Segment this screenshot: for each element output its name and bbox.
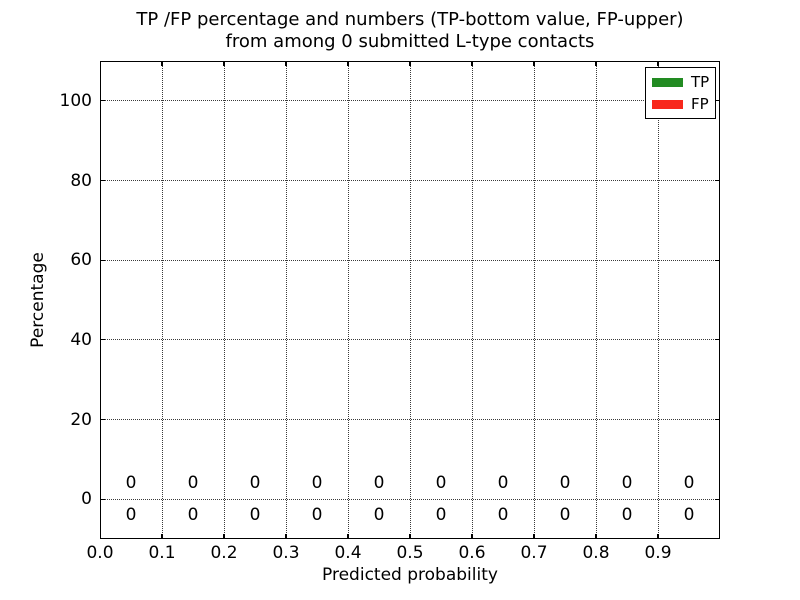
y-gridline: [100, 180, 720, 181]
y-tick-left: [100, 179, 105, 182]
tp-count-label: 0: [187, 505, 199, 526]
x-tick-bottom: [285, 534, 287, 539]
y-tick-left: [100, 100, 105, 102]
tp-legend-swatch-icon: [652, 78, 683, 87]
tp-count-label: 0: [311, 505, 323, 526]
plot-area: 0 0 0 0 0 0 0 0 0 0 0 0 0 0 0 0 0 0 0 0 TP FP: [100, 61, 720, 539]
x-tick-top: [409, 61, 411, 66]
x-tick-label: 0.2: [210, 543, 238, 563]
y-tick-label: 20: [70, 409, 92, 430]
x-tick-top: [161, 61, 163, 66]
x-tick-bottom: [223, 534, 225, 539]
fp-count-label: 0: [435, 473, 447, 494]
x-tick-label: 0.8: [582, 543, 610, 563]
y-tick-right: [715, 259, 720, 261]
fp-legend-swatch-icon: [652, 100, 683, 109]
chart-title: TP /FP percentage and numbers (TP-bottom…: [100, 9, 720, 53]
fp-count-label: 0: [497, 473, 509, 494]
fp-count-label: 0: [373, 473, 385, 494]
x-tick-top: [471, 61, 473, 66]
x-tick-label: 0.0: [86, 543, 114, 563]
x-tick-label: 0.3: [272, 543, 300, 563]
y-gridline: [100, 498, 720, 500]
fp-count-label: 0: [249, 473, 261, 494]
x-tick-label: 0.5: [396, 543, 424, 563]
y-tick-left: [100, 259, 105, 261]
x-gridline: [471, 61, 473, 539]
y-tick-label: 100: [59, 90, 92, 111]
x-tick-top: [657, 61, 659, 66]
y-tick-right: [715, 498, 720, 500]
tp-count-label: 0: [435, 505, 447, 526]
x-tick-top: [533, 61, 535, 66]
x-gridline: [657, 61, 659, 539]
y-gridline: [100, 419, 720, 420]
chart-title-line-1: TP /FP percentage and numbers (TP-bottom…: [136, 9, 684, 30]
x-tick-label: 0.1: [148, 543, 176, 563]
legend: TP FP: [645, 67, 716, 119]
x-tick-bottom: [161, 534, 163, 539]
tp-count-label: 0: [249, 505, 261, 526]
x-gridline: [595, 61, 597, 539]
x-tick-label: 0.4: [334, 543, 362, 563]
y-gridline: [100, 100, 720, 102]
x-tick-top: [223, 61, 225, 66]
tp-count-label: 0: [559, 505, 571, 526]
y-tick-label: 60: [70, 250, 92, 271]
fp-count-label: 0: [125, 473, 137, 494]
y-tick-label: 0: [81, 489, 92, 510]
legend-label-tp: TP: [691, 73, 710, 91]
legend-label-fp: FP: [691, 95, 709, 113]
y-tick-right: [715, 100, 720, 102]
y-tick-label: 40: [70, 329, 92, 350]
y-tick-left: [100, 498, 105, 500]
tp-count-label: 0: [621, 505, 633, 526]
fp-count-label: 0: [559, 473, 571, 494]
x-tick-top: [285, 61, 287, 66]
x-tick-label: 0.9: [644, 543, 672, 563]
tp-count-label: 0: [125, 505, 137, 526]
fp-count-label: 0: [311, 473, 323, 494]
y-gridline: [100, 339, 720, 341]
x-tick-label: 0.6: [458, 543, 486, 563]
y-tick-left: [100, 339, 105, 341]
y-tick-right: [715, 418, 720, 421]
x-tick-top: [347, 61, 349, 66]
y-axis-label: Percentage: [28, 252, 48, 348]
x-tick-bottom: [595, 534, 597, 539]
legend-item-fp: FP: [652, 95, 715, 114]
x-tick-top: [595, 61, 597, 66]
tp-count-label: 0: [683, 505, 695, 526]
x-gridline: [533, 61, 535, 539]
x-tick-bottom: [471, 534, 473, 539]
y-gridline: [100, 259, 720, 261]
x-gridline: [285, 61, 287, 539]
tp-count-label: 0: [373, 505, 385, 526]
fp-count-label: 0: [187, 473, 199, 494]
x-tick-bottom: [409, 534, 411, 539]
x-gridline: [223, 61, 225, 539]
x-tick-bottom: [347, 534, 349, 539]
x-axis-label: Predicted probability: [322, 565, 498, 585]
x-gridline: [409, 61, 411, 539]
tp-count-label: 0: [497, 505, 509, 526]
fp-count-label: 0: [683, 473, 695, 494]
x-gridline: [347, 61, 349, 539]
chart-title-line-2: from among 0 submitted L-type contacts: [225, 31, 595, 52]
legend-item-tp: TP: [652, 73, 715, 92]
y-tick-label: 80: [70, 170, 92, 191]
x-tick-bottom: [533, 534, 535, 539]
fp-count-label: 0: [621, 473, 633, 494]
x-tick-bottom: [657, 534, 659, 539]
y-tick-left: [100, 418, 105, 421]
y-tick-right: [715, 179, 720, 182]
x-gridline: [161, 61, 163, 539]
x-tick-label: 0.7: [520, 543, 548, 563]
y-tick-right: [715, 339, 720, 341]
